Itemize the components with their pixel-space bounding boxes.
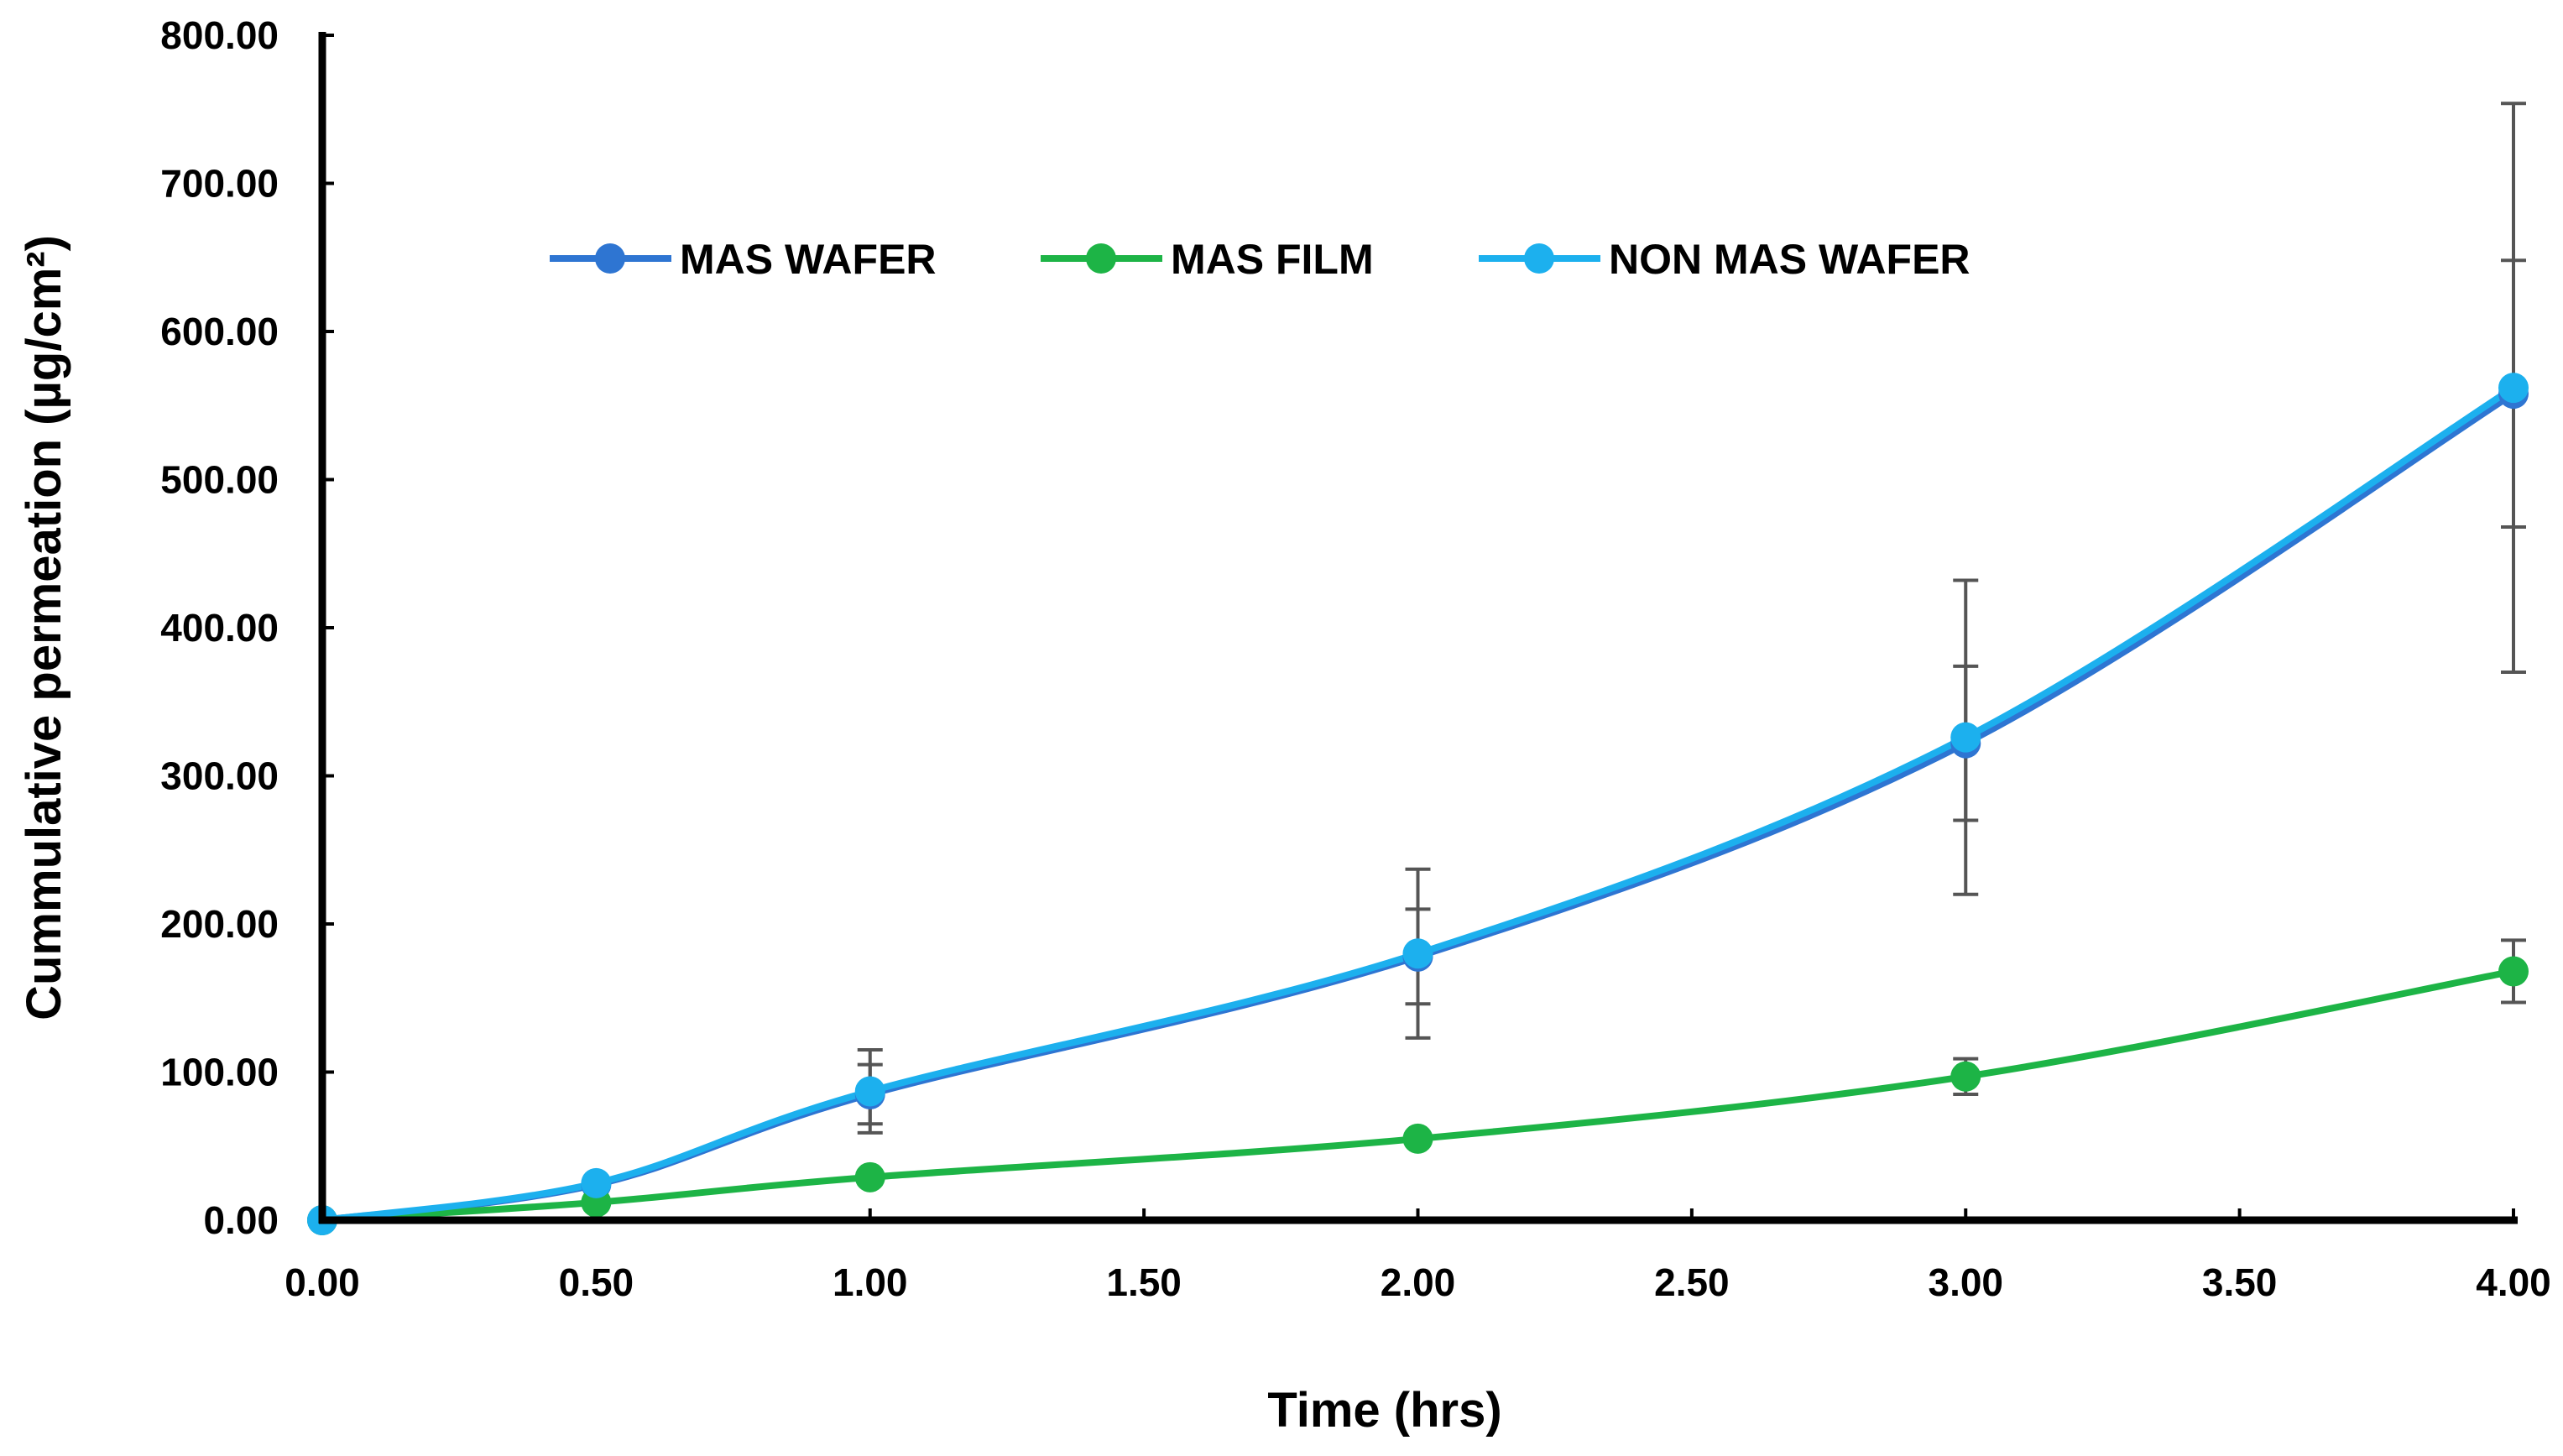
x-tick-label: 4.00 (2476, 1260, 2551, 1304)
data-point (1402, 1123, 1433, 1154)
series-line-0 (321, 390, 2516, 1224)
data-point (1402, 938, 1433, 969)
y-tick-label: 400.00 (160, 606, 279, 650)
x-tick-label: 3.50 (2202, 1260, 2278, 1304)
axes (318, 32, 2518, 1224)
series-line-2 (321, 384, 2516, 1224)
legend-item: MAS WAFER (550, 236, 937, 283)
y-axis-title: Cummulative permeation (µg/cm²) (17, 235, 71, 1020)
legend: MAS WAFER MAS FILM NON MAS WAFER (550, 236, 1971, 283)
x-axis-ticks: 0.00 0.50 1.00 1.50 2.00 2.50 3.00 3.50 4.00 (284, 1208, 2551, 1304)
series-lines (321, 384, 2516, 1224)
x-tick-label: 0.50 (559, 1260, 634, 1304)
x-tick-label: 2.50 (1654, 1260, 1730, 1304)
x-tick-label: 2.00 (1381, 1260, 1456, 1304)
data-point (581, 1167, 612, 1198)
y-tick-label: 800.00 (160, 13, 279, 57)
y-tick-label: 100.00 (160, 1051, 279, 1094)
data-point (854, 1161, 885, 1192)
data-point (854, 1076, 885, 1107)
y-tick-label: 300.00 (160, 754, 279, 798)
x-tick-label: 0.00 (284, 1260, 360, 1304)
data-point (2498, 373, 2529, 404)
x-tick-label: 1.00 (833, 1260, 908, 1304)
x-tick-label: 3.00 (1928, 1260, 2003, 1304)
y-tick-label: 200.00 (160, 902, 279, 946)
series-markers (307, 373, 2529, 1235)
y-axis-ticks: 0.00 100.00 200.00 300.00 400.00 500.00 600.00… (160, 13, 334, 1242)
legend-item: NON MAS WAFER (1479, 236, 1971, 283)
y-tick-label: 0.00 (203, 1198, 279, 1242)
data-point (1950, 1061, 1981, 1092)
y-tick-label: 500.00 (160, 458, 279, 502)
x-axis-title: Time (hrs) (1267, 1383, 1501, 1438)
legend-label: MAS FILM (1171, 236, 1374, 283)
legend-item: MAS FILM (1041, 236, 1374, 283)
data-point (2498, 956, 2529, 987)
legend-label: NON MAS WAFER (1609, 236, 1971, 283)
y-tick-label: 700.00 (160, 162, 279, 206)
legend-label: MAS WAFER (680, 236, 937, 283)
y-tick-label: 600.00 (160, 310, 279, 353)
data-point (1950, 722, 1981, 753)
x-tick-label: 1.50 (1106, 1260, 1182, 1304)
